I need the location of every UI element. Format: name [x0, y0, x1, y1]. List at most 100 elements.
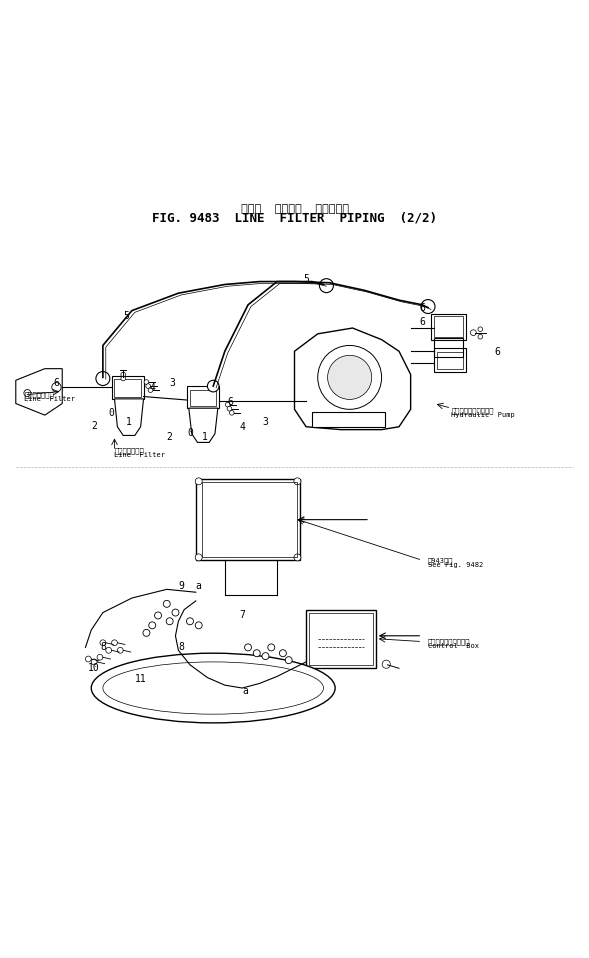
Bar	[196, 479, 300, 560]
Text: 4: 4	[239, 422, 245, 432]
Circle shape	[172, 609, 179, 616]
Bar	[187, 386, 219, 408]
Circle shape	[97, 654, 103, 660]
Text: Line  Filter: Line Filter	[114, 452, 166, 458]
Bar	[437, 353, 463, 369]
Circle shape	[207, 380, 219, 392]
Polygon shape	[312, 412, 385, 426]
Circle shape	[262, 652, 269, 660]
Text: 6: 6	[228, 398, 234, 407]
Circle shape	[421, 300, 435, 313]
Text: 2: 2	[91, 421, 97, 430]
Circle shape	[317, 346, 382, 409]
Bar	[201, 482, 297, 558]
Circle shape	[279, 650, 286, 656]
Circle shape	[195, 554, 202, 560]
Circle shape	[144, 379, 149, 384]
Bar	[434, 338, 463, 357]
Circle shape	[195, 622, 202, 628]
Polygon shape	[114, 399, 144, 436]
Text: Control  Box: Control Box	[428, 643, 479, 650]
Bar	[111, 376, 144, 399]
Bar	[190, 390, 216, 406]
Text: 6: 6	[54, 378, 59, 388]
Circle shape	[24, 390, 31, 397]
Text: 5: 5	[303, 274, 309, 284]
Bar	[434, 349, 466, 372]
Text: 9: 9	[178, 582, 184, 591]
Text: ハイトロリックポンプ: ハイトロリックポンプ	[451, 407, 494, 414]
Text: 3: 3	[170, 378, 176, 388]
Circle shape	[166, 618, 173, 625]
Circle shape	[478, 327, 482, 331]
Circle shape	[106, 648, 111, 653]
Text: 6: 6	[419, 303, 425, 312]
Circle shape	[227, 406, 232, 411]
Text: コントロールボックス: コントロールボックス	[428, 638, 471, 645]
Text: a: a	[196, 582, 201, 591]
Bar	[431, 313, 466, 340]
Circle shape	[478, 334, 482, 339]
Circle shape	[121, 376, 125, 381]
Circle shape	[327, 355, 372, 399]
Circle shape	[117, 648, 123, 653]
Text: 7: 7	[239, 610, 245, 621]
Circle shape	[143, 629, 150, 636]
Circle shape	[96, 372, 110, 385]
Bar	[114, 379, 141, 397]
Circle shape	[146, 384, 151, 388]
Circle shape	[91, 659, 97, 665]
Text: 1: 1	[201, 432, 207, 443]
Text: 6: 6	[495, 348, 501, 357]
Text: FIG. 9483  LINE  FILTER  PIPING  (2/2): FIG. 9483 LINE FILTER PIPING (2/2)	[152, 211, 437, 224]
Text: 8: 8	[100, 643, 106, 652]
Circle shape	[163, 601, 170, 607]
Text: 4: 4	[149, 383, 155, 393]
Text: 11: 11	[135, 674, 147, 684]
Polygon shape	[294, 328, 411, 429]
Circle shape	[294, 554, 301, 560]
Text: ラインフィルタ: ラインフィルタ	[114, 447, 144, 454]
Text: 図943参照: 図943参照	[428, 557, 454, 563]
Circle shape	[230, 410, 234, 415]
Circle shape	[294, 478, 301, 485]
Circle shape	[100, 640, 106, 646]
Text: ラインフィルタ: ラインフィルタ	[25, 392, 54, 399]
Text: 8: 8	[178, 643, 184, 652]
Text: Hydraulic  Pump: Hydraulic Pump	[451, 412, 515, 418]
Bar	[306, 609, 376, 668]
Text: 5: 5	[123, 311, 129, 322]
Circle shape	[187, 618, 193, 625]
Text: 0: 0	[187, 427, 193, 438]
Polygon shape	[189, 408, 218, 443]
Bar	[309, 612, 373, 665]
Circle shape	[253, 650, 260, 656]
Text: 1: 1	[126, 417, 132, 427]
Circle shape	[111, 640, 117, 646]
Circle shape	[285, 656, 292, 664]
Circle shape	[382, 660, 391, 669]
Text: 0: 0	[108, 408, 114, 419]
Text: Line  Filter: Line Filter	[25, 396, 75, 401]
Circle shape	[154, 612, 161, 619]
Text: 6: 6	[419, 317, 425, 328]
Text: a: a	[242, 686, 248, 696]
Circle shape	[244, 644, 252, 650]
Text: 10: 10	[88, 663, 100, 673]
Circle shape	[268, 644, 274, 650]
Circle shape	[121, 372, 125, 376]
Text: 2: 2	[167, 432, 173, 443]
Circle shape	[85, 656, 91, 662]
Circle shape	[52, 382, 61, 392]
Text: ライン  フィルタ  バイピング: ライン フィルタ バイピング	[240, 204, 349, 214]
Text: See Fig. 9482: See Fig. 9482	[428, 562, 484, 568]
Text: 3: 3	[263, 417, 269, 427]
Circle shape	[148, 388, 153, 393]
Circle shape	[226, 402, 230, 407]
Circle shape	[471, 330, 477, 335]
Circle shape	[195, 478, 202, 485]
Circle shape	[319, 279, 333, 292]
Circle shape	[149, 622, 155, 628]
Bar	[434, 316, 463, 336]
Ellipse shape	[91, 653, 335, 723]
